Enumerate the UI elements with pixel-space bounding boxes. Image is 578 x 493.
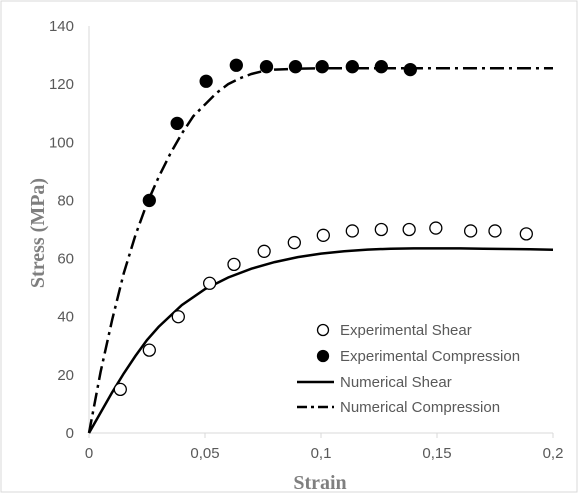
- y-tick-label: 40: [57, 309, 74, 326]
- experimental-compression-point: [142, 193, 156, 208]
- x-tick-label: 0,1: [311, 445, 332, 462]
- x-tick-label: 0: [85, 445, 93, 462]
- experimental-shear-point: [429, 221, 443, 235]
- y-tick-label: 120: [49, 76, 74, 93]
- experimental-compression-point: [403, 62, 417, 77]
- experimental-compression-point: [229, 58, 243, 72]
- experimental-compression-point: [315, 60, 329, 74]
- experimental-shear-point: [257, 244, 271, 258]
- x-tick-label: 0,15: [422, 445, 451, 462]
- numerical-shear-line: [87, 247, 554, 434]
- experimental-shear-point: [488, 224, 502, 238]
- experimental-shear-point: [519, 227, 533, 241]
- experimental-shear-point: [113, 382, 127, 397]
- experimental-compression-point: [345, 60, 359, 74]
- y-tick-label: 140: [49, 18, 74, 35]
- y-axis-title: Stress (MPa): [27, 178, 49, 288]
- y-tick-label: 80: [57, 192, 74, 209]
- experimental-shear-point: [142, 343, 156, 357]
- experimental-shear-point: [463, 224, 478, 238]
- legend-item-numerical-compression: Numerical Compression: [297, 399, 500, 416]
- experimental-compression-point: [259, 60, 274, 74]
- legend-label: Numerical Shear: [340, 374, 452, 391]
- legend-label: Numerical Compression: [340, 399, 500, 416]
- experimental-shear-point: [287, 235, 301, 250]
- y-tick-label: 60: [57, 251, 74, 268]
- x-tick-label: 0,2: [543, 445, 564, 462]
- legend-marker: [316, 349, 330, 363]
- legend: Experimental Shear Experimental Compressi…: [297, 322, 520, 416]
- legend-marker: [316, 323, 330, 337]
- x-tick-label: 0,05: [190, 445, 219, 462]
- experimental-compression-point: [374, 60, 388, 74]
- y-tick-label: 100: [49, 134, 74, 151]
- experimental-compression-point: [288, 60, 303, 74]
- y-tick-label: 20: [57, 367, 74, 384]
- experimental-compression-point: [199, 74, 213, 88]
- y-tick-label: 0: [66, 425, 74, 442]
- experimental-shear-point: [374, 222, 388, 237]
- experimental-shear-point: [227, 257, 241, 272]
- series-layer: [87, 58, 554, 434]
- experimental-shear-point: [202, 276, 217, 290]
- experimental-shear-point: [345, 224, 359, 238]
- tick-labels: 0 0,05 0,1 0,15 0,2 0 20 40 60 80 100 120 140: [49, 18, 563, 462]
- legend-label: Experimental Compression: [340, 348, 520, 365]
- legend-item-experimental-shear: Experimental Shear: [316, 322, 472, 339]
- legend-item-experimental-compression: Experimental Compression: [316, 348, 520, 365]
- legend-label: Experimental Shear: [340, 322, 472, 339]
- experimental-shear-point: [402, 222, 416, 237]
- x-axis-title: Strain: [293, 472, 346, 493]
- legend-item-numerical-shear: Numerical Shear: [297, 374, 452, 391]
- experimental-shear-point: [316, 228, 330, 242]
- axes: [88, 26, 554, 438]
- experimental-compression-point: [170, 116, 184, 131]
- experimental-shear-point: [171, 310, 185, 324]
